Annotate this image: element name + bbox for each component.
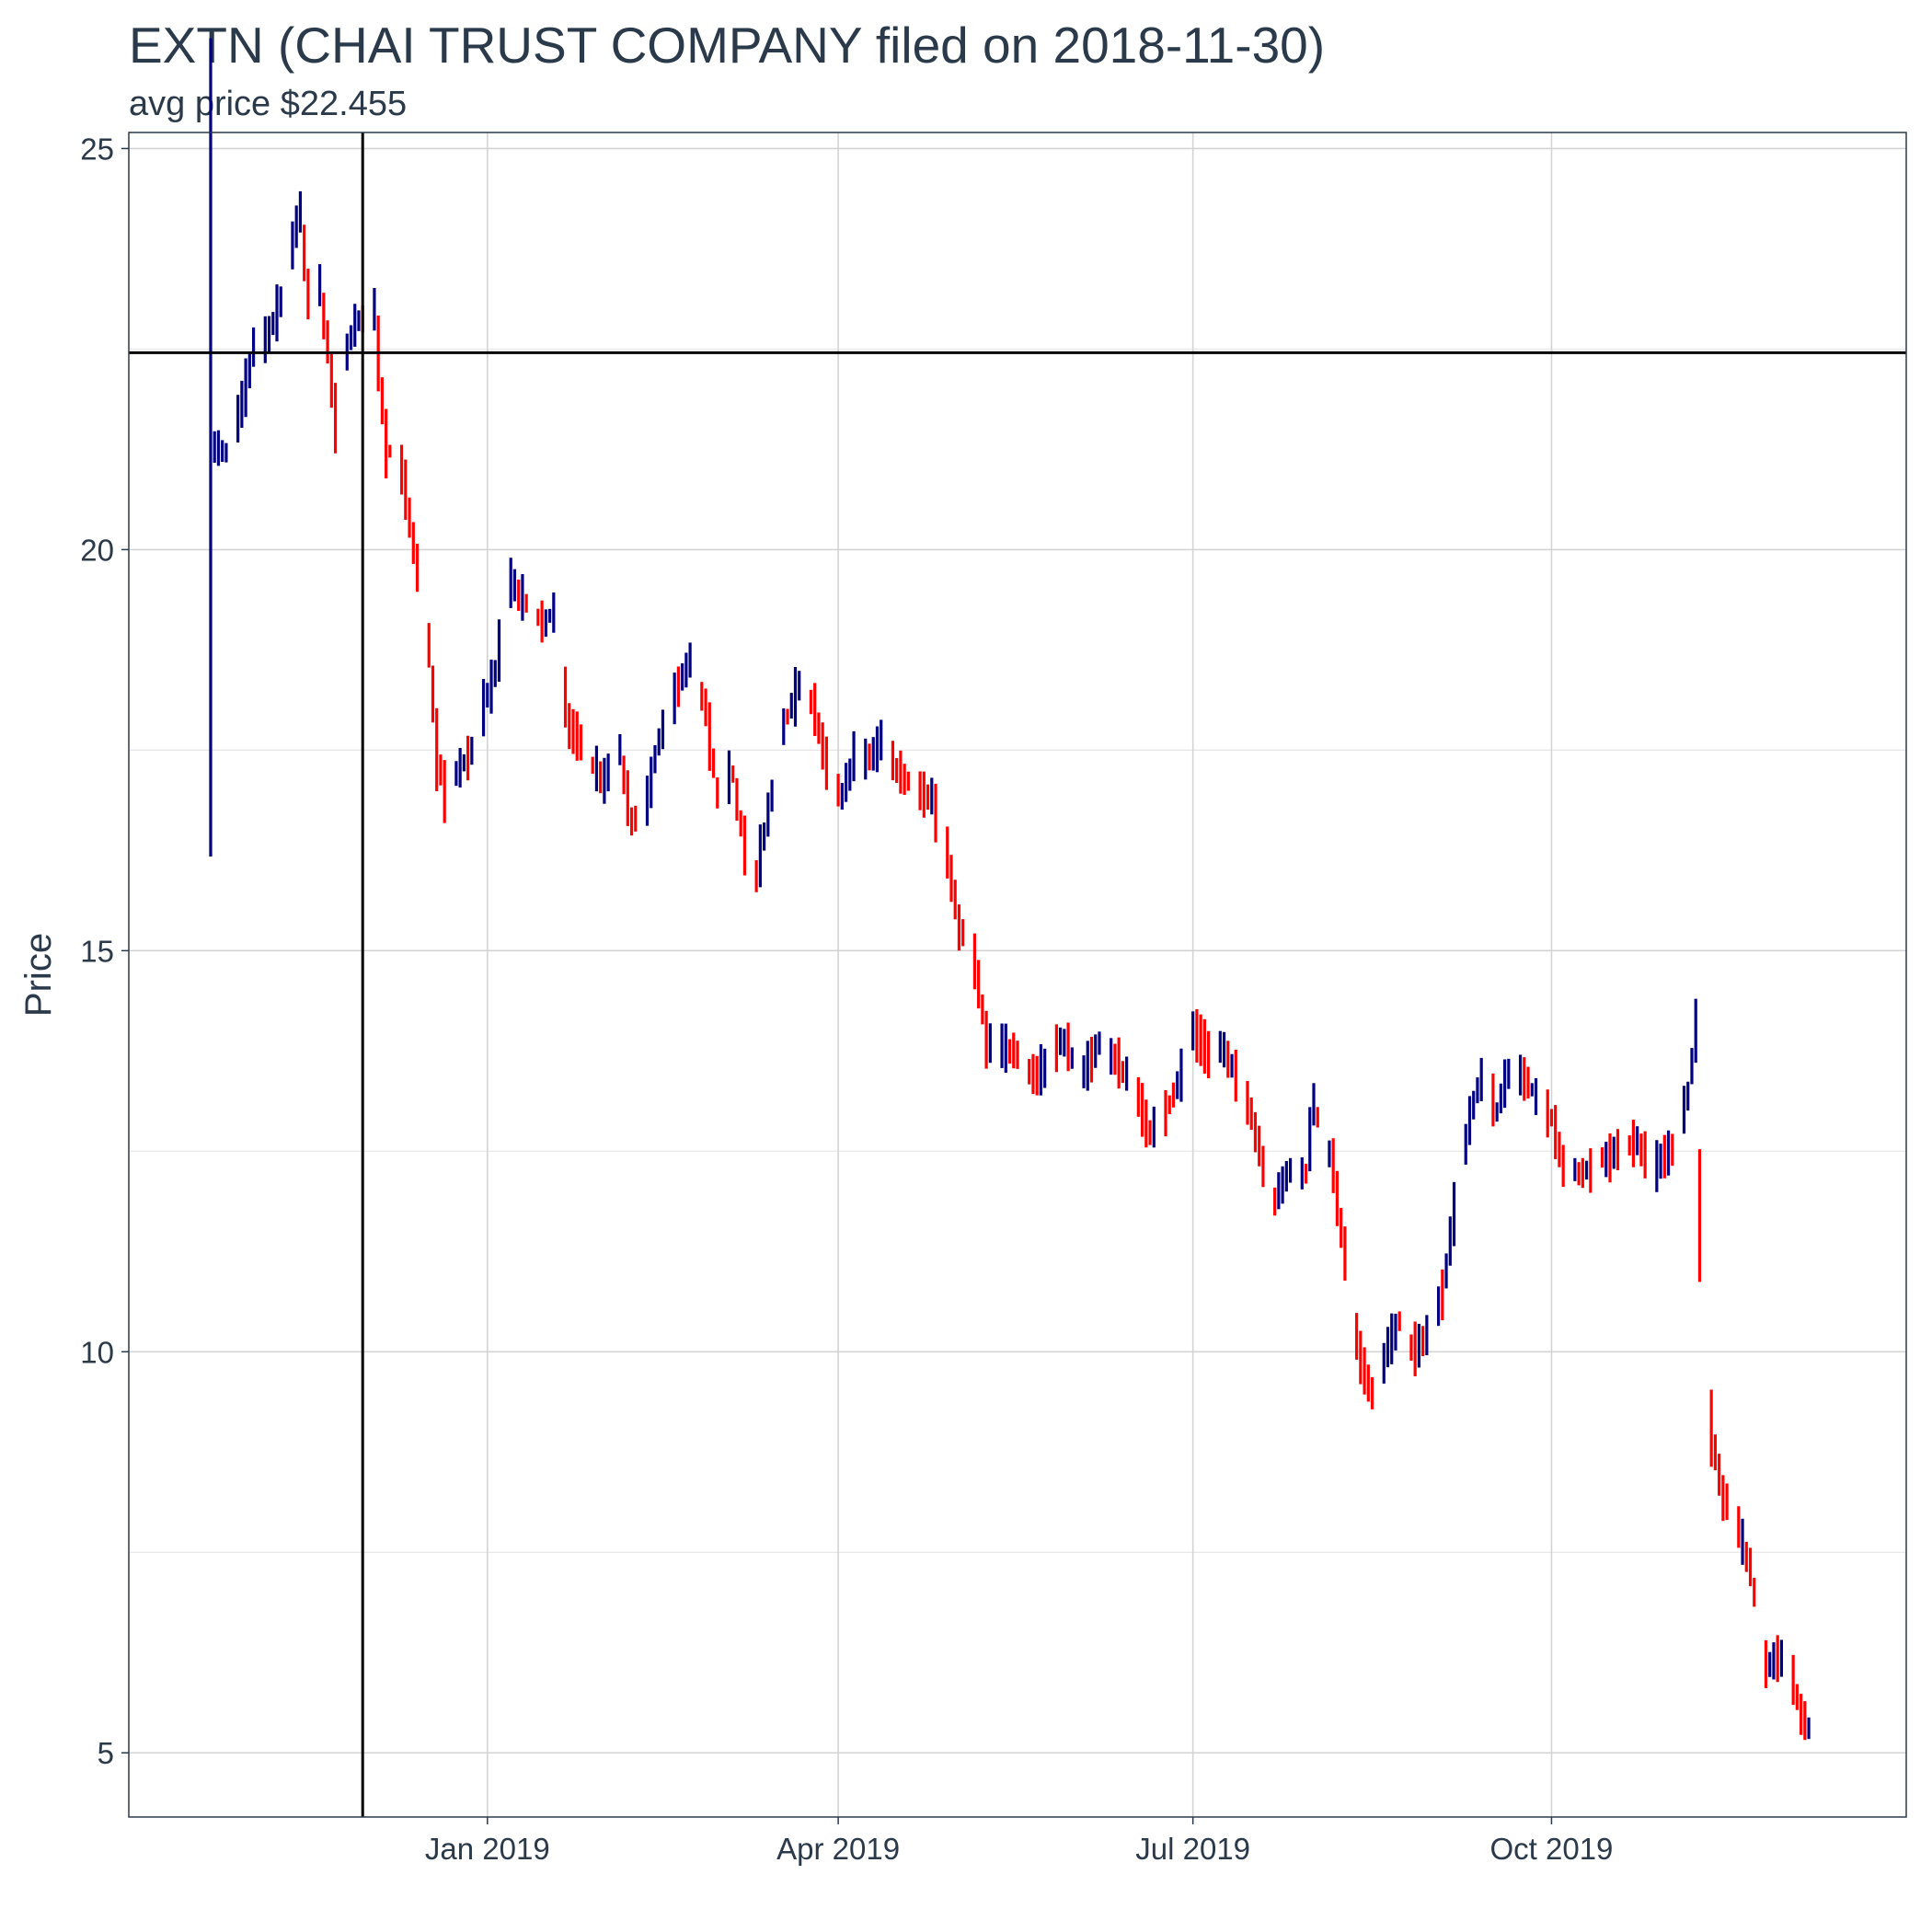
x-axis-ticks: Jan 2019 Apr 2019 Jul 2019 Oct 2019 [425, 1817, 1613, 1866]
chart-subtitle: avg price $22.455 [129, 85, 407, 123]
price-bars [209, 38, 1811, 1741]
y-tick-label: 25 [80, 132, 114, 166]
x-tick-label: Jan 2019 [425, 1832, 550, 1866]
y-axis-ticks: 5 10 15 20 25 [80, 132, 129, 1770]
gridlines [129, 132, 1906, 1817]
y-tick-label: 10 [80, 1335, 114, 1369]
x-tick-label: Oct 2019 [1489, 1832, 1613, 1866]
y-tick-label: 20 [80, 533, 114, 567]
reference-lines [129, 132, 1906, 1817]
chart-title: EXTN (CHAI TRUST COMPANY filed on 2018-1… [129, 17, 1325, 74]
y-axis-label: Price [18, 933, 59, 1017]
plot-panel [128, 132, 1907, 1818]
x-tick-label: Jul 2019 [1135, 1832, 1250, 1866]
y-tick-label: 15 [80, 934, 114, 968]
y-tick-label: 5 [98, 1736, 114, 1770]
x-tick-label: Apr 2019 [776, 1832, 900, 1866]
